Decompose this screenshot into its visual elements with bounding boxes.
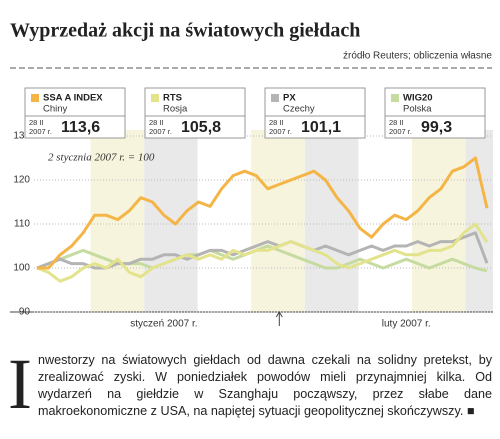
legend-date: 28 II [269, 118, 284, 127]
legend-sub: Rosja [163, 104, 188, 115]
series-line [36, 244, 488, 273]
legend-swatch [391, 94, 399, 102]
band [304, 130, 359, 312]
legend-date: 28 II [149, 118, 164, 127]
legend-value: 101,1 [301, 119, 341, 136]
y-tick-label: 100 [13, 263, 30, 274]
legend-sub: Czechy [283, 104, 315, 115]
legend-name: WIG20 [403, 93, 433, 104]
legend-date: 28 II [29, 118, 44, 127]
band [37, 130, 91, 312]
legend-box [264, 87, 366, 139]
legend-date: 2007 r. [269, 127, 292, 136]
band [197, 130, 252, 312]
legend-swatch [31, 94, 39, 102]
legend-swatch [151, 94, 159, 102]
legend-name: RTS [163, 93, 182, 104]
band [465, 130, 493, 312]
y-tick-label: 110 [14, 219, 30, 230]
month-divider [275, 311, 283, 326]
legend-box [144, 87, 246, 139]
legend-sub: Chiny [43, 104, 68, 115]
annotation: 2 stycznia 2007 r. = 100 [48, 152, 155, 164]
legend-sub: Polska [403, 104, 432, 115]
legend-name: PX [283, 93, 296, 104]
end-mark: ■ [466, 404, 475, 418]
band [412, 130, 466, 312]
band [251, 130, 305, 312]
legend-value: 99,3 [421, 119, 452, 136]
legend-name: SSA A INDEX [43, 93, 103, 104]
legend-date: 28 II [389, 118, 404, 127]
series-line [36, 231, 489, 270]
drop-cap: I [8, 344, 32, 424]
x-tick-label: luty 2007 r. [382, 319, 431, 330]
legend-date: 2007 r. [389, 127, 412, 136]
article-text: nwestorzy na światowych giełdach od dawn… [37, 353, 492, 418]
legend-date: 2007 r. [29, 127, 52, 136]
series-line [37, 156, 489, 270]
series-line [36, 222, 489, 283]
legend-box [384, 87, 486, 139]
y-tick-label: 90 [19, 307, 31, 318]
y-tick-label: 130 [13, 131, 30, 142]
chart: Wyprzedaż akcji na światowych giełdach ź… [10, 20, 493, 330]
source: źródło Reuters; obliczenia własne [343, 51, 492, 62]
chart-title: Wyprzedaż akcji na światowych giełdach [10, 20, 360, 42]
x-tick-label: styczeń 2007 r. [130, 319, 197, 330]
legend-date: 2007 r. [149, 127, 172, 136]
legend-box [24, 87, 126, 139]
plot: 90 100 110 120 130 styczeń 2007 r. luty 2007 r… [10, 131, 493, 330]
legend-swatch [271, 94, 279, 102]
legend-value: 105,8 [181, 119, 221, 136]
legend-value: 113,6 [61, 119, 100, 136]
y-tick-label: 120 [13, 175, 30, 186]
